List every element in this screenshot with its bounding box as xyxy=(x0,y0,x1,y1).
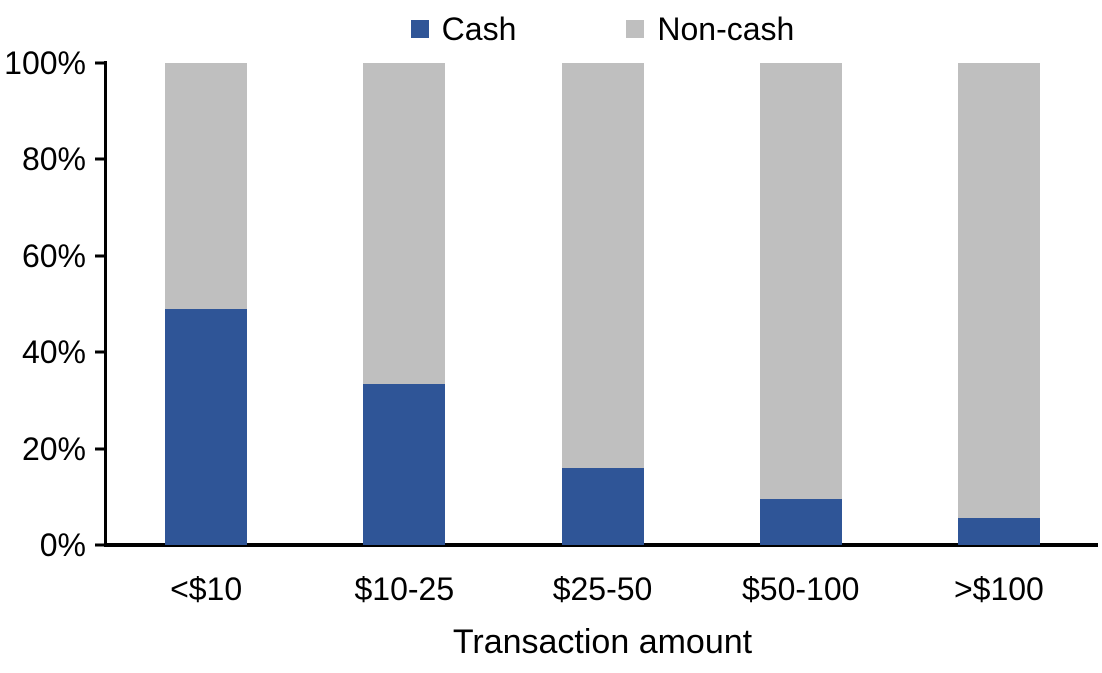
y-axis-tick-mark xyxy=(95,157,104,161)
y-axis-tick-mark xyxy=(95,254,104,258)
y-axis-tick-mark xyxy=(95,350,104,354)
bar-segment-non-cash xyxy=(363,63,446,384)
bar-segment-non-cash xyxy=(561,63,644,468)
y-axis-tick-mark xyxy=(95,543,104,547)
bar-segment-cash xyxy=(561,467,644,545)
legend-label-cash: Cash xyxy=(441,11,517,47)
bar-segment-cash xyxy=(363,383,446,545)
y-axis-tick-label: 20% xyxy=(21,430,86,467)
stacked-bar--10 xyxy=(165,63,248,545)
legend: Cash Non-cash xyxy=(107,10,1098,48)
x-axis-tick-labels: <$10 $10-25 $25-50 $50-100 >$100 xyxy=(107,570,1098,608)
x-axis-tick-label: >$100 xyxy=(953,571,1044,607)
legend-swatch-non-cash-icon xyxy=(626,20,645,38)
bar-segment-cash xyxy=(165,308,248,545)
y-axis-tick-label: 80% xyxy=(21,141,86,178)
bar-slot--10 xyxy=(107,63,305,545)
legend-item-non-cash: Non-cash xyxy=(626,10,794,48)
bar-slot--25-50 xyxy=(503,63,701,545)
x-axis-line xyxy=(104,543,1098,547)
legend-label-non-cash: Non-cash xyxy=(657,11,795,47)
y-axis-tick-mark xyxy=(95,447,104,451)
bar-slot--50-100 xyxy=(702,63,900,545)
legend-swatch-cash-icon xyxy=(410,20,429,38)
stacked-bar--50-100 xyxy=(759,63,842,545)
stacked-bar--10-25 xyxy=(363,63,446,545)
bar-slot--10-25 xyxy=(305,63,503,545)
x-axis-title: Transaction amount xyxy=(452,623,753,661)
x-axis-tick-label: $25-50 xyxy=(552,571,653,607)
stacked-bar--25-50 xyxy=(561,63,644,545)
y-axis-tick-label: 0% xyxy=(39,527,86,563)
stacked-bar--100 xyxy=(957,63,1040,545)
plot-area xyxy=(107,63,1098,545)
x-axis-tick-label: <$10 xyxy=(170,571,243,607)
y-axis-tick-label: 40% xyxy=(21,334,86,371)
bar-segment-non-cash xyxy=(759,63,842,500)
x-axis-tick-label: $10-25 xyxy=(354,571,455,607)
y-axis-line xyxy=(104,61,107,546)
bar-segment-cash xyxy=(759,499,842,545)
legend-item-cash: Cash xyxy=(410,10,517,48)
y-axis-tick-mark xyxy=(95,61,104,65)
bar-segment-non-cash xyxy=(957,63,1040,519)
bar-segment-non-cash xyxy=(165,63,248,309)
x-axis-tick-label: $50-100 xyxy=(741,571,860,607)
y-axis-tick-label: 60% xyxy=(21,237,86,274)
bar-segment-cash xyxy=(957,518,1040,545)
bar-slot--100 xyxy=(900,63,1098,545)
y-axis-tick-label: 100% xyxy=(4,45,86,81)
